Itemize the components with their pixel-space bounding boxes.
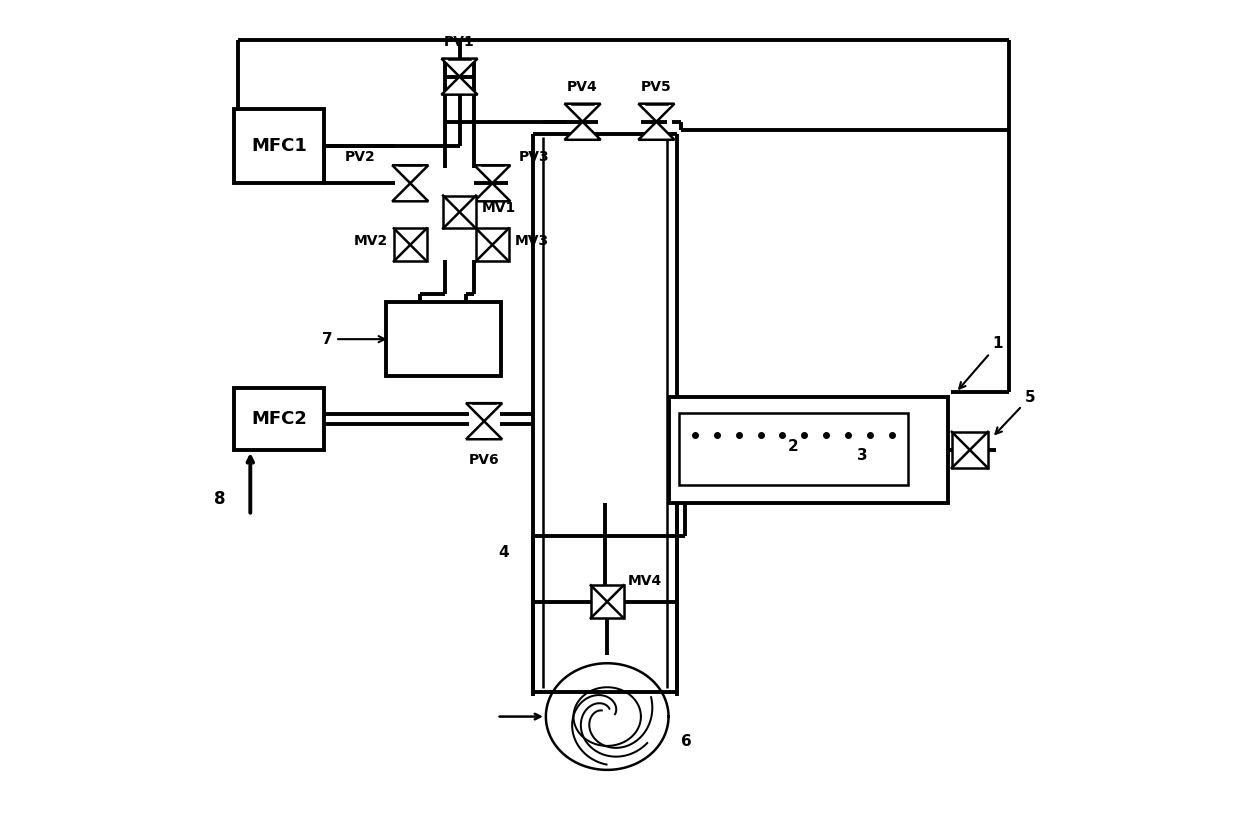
Text: MV4: MV4	[628, 574, 662, 588]
Text: 6: 6	[680, 733, 691, 748]
Bar	[952, 432, 987, 468]
Polygon shape	[475, 183, 510, 202]
Polygon shape	[466, 421, 502, 439]
Text: 2: 2	[788, 439, 799, 454]
Bar	[679, 413, 908, 485]
Text: 7: 7	[322, 332, 384, 347]
Polygon shape	[475, 165, 510, 183]
Text: 8: 8	[214, 490, 225, 508]
Polygon shape	[393, 183, 429, 202]
Polygon shape	[441, 59, 477, 77]
Bar	[394, 229, 426, 261]
Polygon shape	[638, 104, 674, 121]
Text: PV2: PV2	[346, 150, 375, 164]
Polygon shape	[441, 77, 477, 95]
Text: PV4: PV4	[567, 80, 598, 94]
Text: 1: 1	[959, 336, 1004, 389]
Bar	[476, 229, 509, 261]
Text: PV3: PV3	[519, 150, 549, 164]
Polygon shape	[565, 104, 601, 121]
Polygon shape	[638, 121, 674, 140]
Text: PV1: PV1	[444, 36, 475, 50]
Bar	[669, 396, 948, 503]
Polygon shape	[466, 403, 502, 421]
Bar	[234, 388, 325, 450]
Text: PV6: PV6	[468, 453, 499, 467]
Text: 4: 4	[498, 545, 509, 560]
Text: MFC1: MFC1	[252, 137, 307, 155]
Text: PV5: PV5	[641, 80, 672, 94]
Text: MV1: MV1	[482, 201, 515, 215]
Text: MFC2: MFC2	[252, 411, 307, 428]
Bar	[234, 109, 325, 183]
Text: 3: 3	[857, 448, 867, 463]
Text: 5: 5	[995, 390, 1036, 434]
Bar	[591, 586, 623, 618]
Polygon shape	[565, 121, 601, 140]
Bar	[444, 196, 476, 229]
Polygon shape	[393, 165, 429, 183]
Text: MV2: MV2	[354, 234, 388, 248]
Text: MV3: MV3	[514, 234, 549, 248]
Bar	[385, 302, 501, 376]
